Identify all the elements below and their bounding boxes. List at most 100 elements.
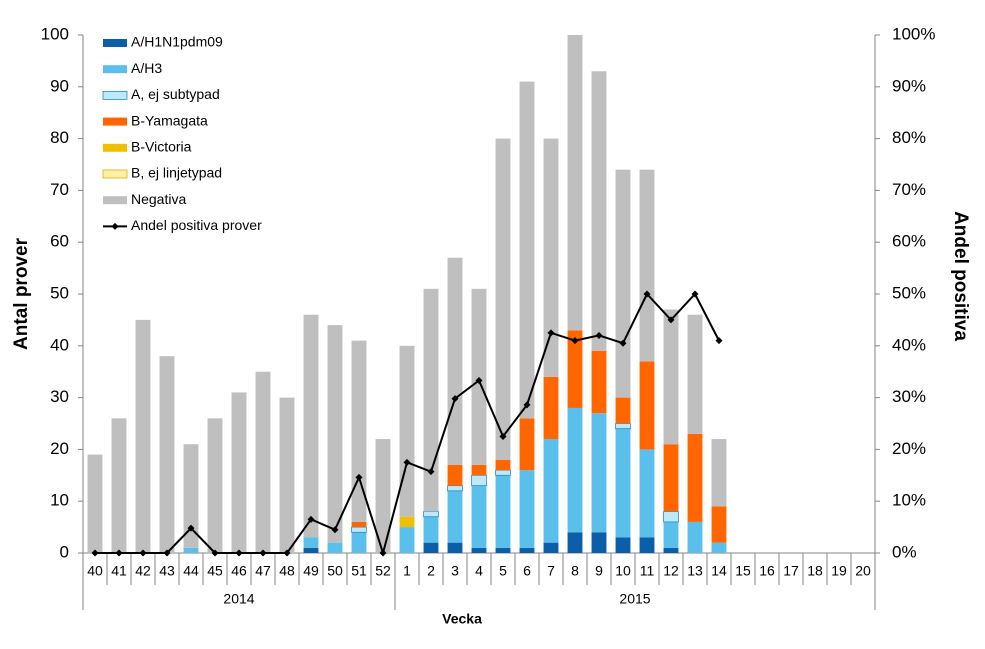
legend-swatch	[102, 169, 128, 179]
legend-label: Andel positiva prover	[131, 217, 262, 233]
y2-tick-label: 30%	[892, 387, 926, 406]
bar-segment	[639, 361, 655, 450]
bar-segment	[663, 444, 679, 512]
bar-segment	[471, 288, 487, 465]
line-marker	[571, 337, 579, 345]
bar-segment	[687, 433, 703, 522]
x-tick-label: 9	[595, 563, 603, 579]
y2-axis-title: Andel positiva	[950, 211, 971, 341]
line-marker	[259, 549, 267, 557]
x-tick-label: 44	[183, 563, 199, 579]
x-tick-label: 51	[351, 563, 367, 579]
bar-segment	[303, 537, 319, 548]
bar-segment	[447, 490, 463, 543]
bar-segment	[447, 542, 463, 553]
bar-segment	[423, 516, 439, 543]
bar-segment	[495, 469, 511, 476]
line-marker	[619, 339, 627, 347]
x-tick-label: 13	[687, 563, 703, 579]
bar-segment	[639, 449, 655, 538]
bar-segment	[471, 464, 487, 476]
bar-segment	[111, 418, 127, 553]
bar-segment	[663, 521, 679, 548]
bar-segment	[423, 288, 439, 512]
bar-segment	[303, 547, 319, 553]
x-tick-label: 6	[523, 563, 531, 579]
bar-segment	[519, 470, 535, 548]
line-marker	[475, 377, 483, 385]
x-tick-label: 12	[663, 563, 679, 579]
x-tick-label: 1	[403, 563, 411, 579]
bar-segment	[663, 547, 679, 553]
y-tick-label: 30	[50, 387, 69, 406]
bar-segment	[591, 71, 607, 351]
legend-swatch	[103, 196, 127, 205]
bar-segment	[711, 506, 727, 543]
bar-segment	[495, 547, 511, 553]
x-tick-label: 49	[303, 563, 319, 579]
x-tick-label: 42	[135, 563, 151, 579]
line-marker	[403, 458, 411, 466]
x-tick-label: 47	[255, 563, 271, 579]
line-marker	[139, 549, 147, 557]
line-marker	[691, 290, 699, 298]
bar-segment	[495, 459, 511, 471]
y-tick-label: 100	[41, 24, 69, 43]
bar-segment	[231, 392, 247, 553]
y2-tick-label: 20%	[892, 439, 926, 458]
bar-segment	[567, 330, 583, 408]
bar-segment	[567, 35, 583, 331]
x-tick-label: 3	[451, 563, 459, 579]
bar-segment	[351, 526, 367, 533]
x-tick-label: 14	[711, 563, 727, 579]
bar-segment	[303, 314, 319, 538]
bar-segment	[327, 542, 343, 553]
x-tick-label: 50	[327, 563, 343, 579]
legend-label: B, ej linjetypad	[131, 165, 222, 181]
y2-tick-label: 50%	[892, 283, 926, 302]
bar-segment	[687, 521, 703, 553]
legend-swatch	[102, 91, 128, 100]
y2-tick-label: 100%	[892, 24, 935, 43]
line-marker	[499, 432, 507, 440]
bar-segment	[471, 474, 487, 487]
bar-segment	[351, 340, 367, 522]
line-marker	[379, 549, 387, 557]
bar-segment	[423, 511, 439, 518]
legend-label: B-Victoria	[131, 139, 192, 155]
y2-tick-label: 40%	[892, 335, 926, 354]
bar-segment	[399, 345, 415, 517]
legend-swatch	[103, 143, 127, 152]
bar-segment	[711, 542, 727, 553]
bar-segment	[327, 325, 343, 543]
line-marker	[91, 549, 99, 557]
bar-segment	[687, 314, 703, 434]
x-tick-label: 10	[615, 563, 631, 579]
x-tick-label: 11	[640, 563, 655, 579]
bar-segment	[447, 485, 463, 492]
line-marker	[355, 473, 363, 481]
bar-segment	[567, 532, 583, 553]
x-tick-label: 40	[87, 563, 103, 579]
legend-label: B-Yamagata	[131, 112, 208, 128]
bar-segment	[495, 138, 511, 460]
bar-segment	[351, 521, 367, 528]
bar-segment	[183, 444, 199, 548]
x-tick-label: 45	[207, 563, 223, 579]
bar-segment	[423, 542, 439, 553]
bar-segment	[159, 356, 175, 553]
y2-tick-label: 60%	[892, 232, 926, 251]
x-tick-label: 4	[475, 563, 483, 579]
line-marker	[427, 468, 435, 476]
x-tick-label: 18	[807, 563, 823, 579]
legend-label: A, ej subtypad	[131, 86, 220, 102]
y2-tick-label: 80%	[892, 128, 926, 147]
bar-segment	[495, 475, 511, 548]
y-tick-label: 80	[50, 128, 69, 147]
bar-segment	[519, 547, 535, 553]
bar-segment	[543, 439, 559, 543]
x-tick-label: 5	[499, 563, 507, 579]
x-group-label: 2015	[619, 591, 650, 607]
bar-segment	[399, 527, 415, 553]
bar-segment	[663, 309, 679, 445]
